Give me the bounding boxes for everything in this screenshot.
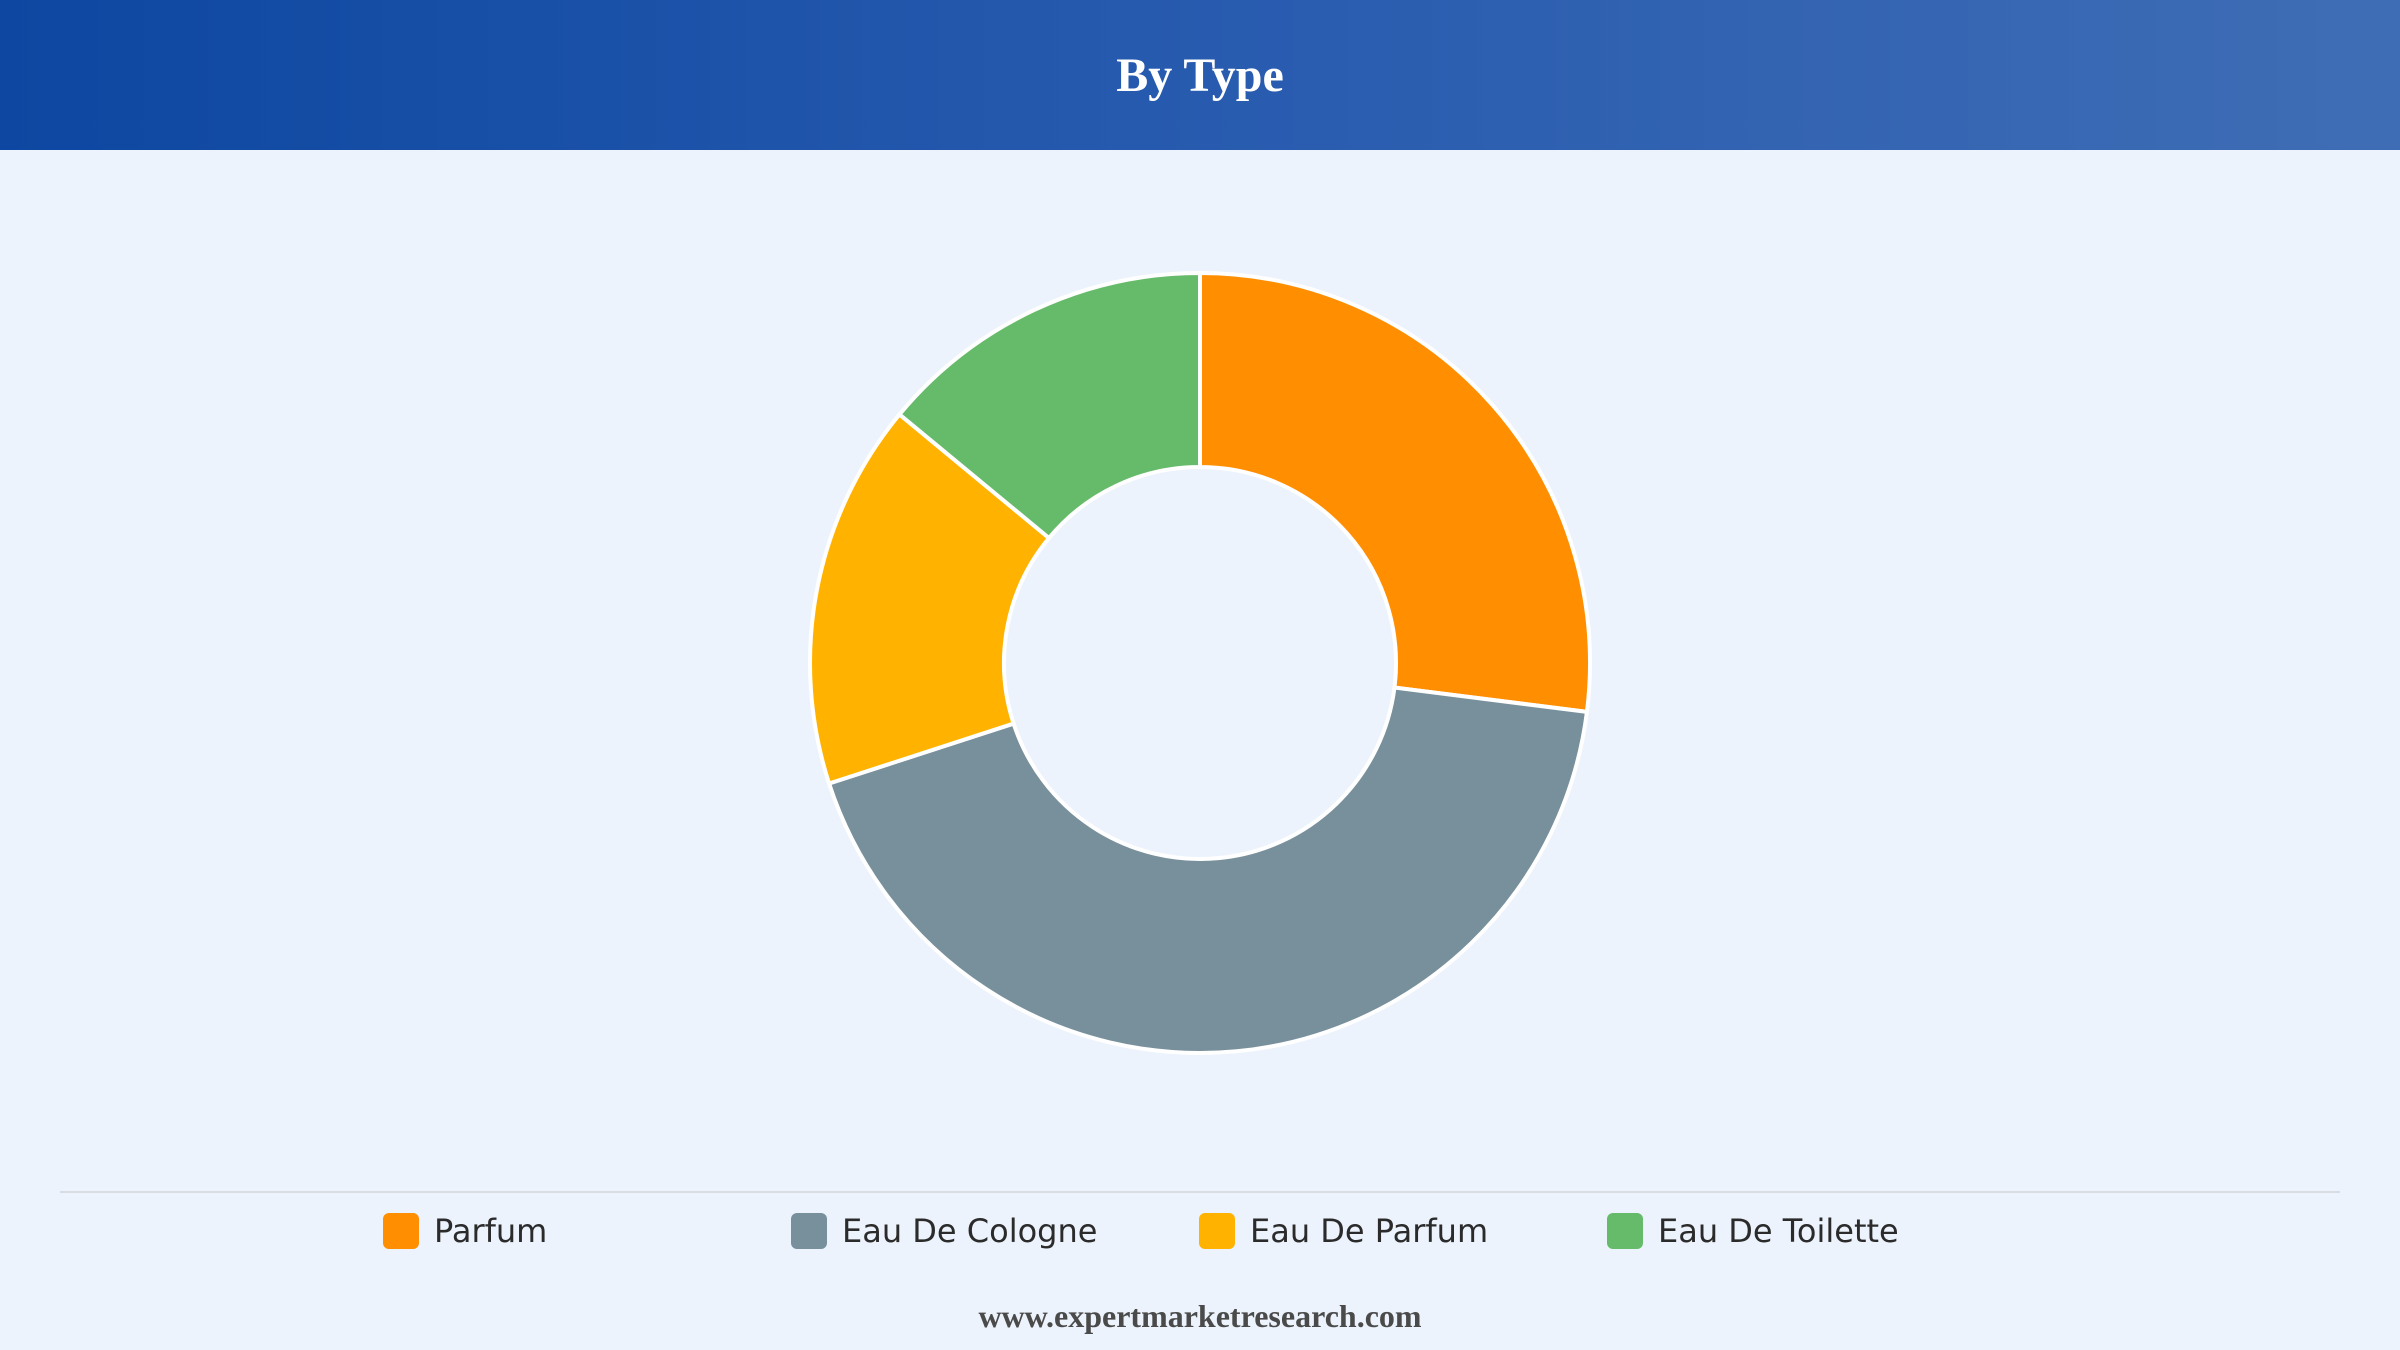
legend-swatch	[1607, 1213, 1643, 1249]
legend-divider	[60, 1191, 2340, 1193]
legend-swatch	[791, 1213, 827, 1249]
source-footer: www.expertmarketresearch.com	[978, 1298, 1422, 1334]
legend-item-parfum[interactable]: Parfum	[383, 1206, 547, 1256]
slice-eau-de-cologne[interactable]	[827, 685, 1589, 1055]
legend-label: Eau De Cologne	[842, 1212, 1098, 1250]
header-bar: By Type	[0, 0, 2400, 150]
legend-item-eau-de-cologne[interactable]: Eau De Cologne	[791, 1206, 1097, 1256]
legend-label: Parfum	[434, 1212, 548, 1250]
slice-eau-de-parfum[interactable]	[808, 412, 1051, 786]
legend-item-eau-de-toilette[interactable]: Eau De Toilette	[1607, 1206, 1899, 1256]
donut-chart	[808, 271, 1592, 1055]
chart-legend: Parfum Eau De Cologne Eau De Parfum Eau De …	[0, 1206, 2400, 1256]
chart-title: By Type	[1116, 48, 1284, 102]
legend-item-eau-de-parfum[interactable]: Eau De Parfum	[1199, 1206, 1488, 1256]
slice-eau-de-toilette[interactable]	[897, 271, 1202, 541]
slice-parfum[interactable]	[1198, 271, 1592, 714]
legend-swatch	[383, 1213, 419, 1249]
legend-swatch	[1199, 1213, 1235, 1249]
legend-label: Eau De Parfum	[1250, 1212, 1489, 1250]
legend-label: Eau De Toilette	[1658, 1212, 1899, 1250]
